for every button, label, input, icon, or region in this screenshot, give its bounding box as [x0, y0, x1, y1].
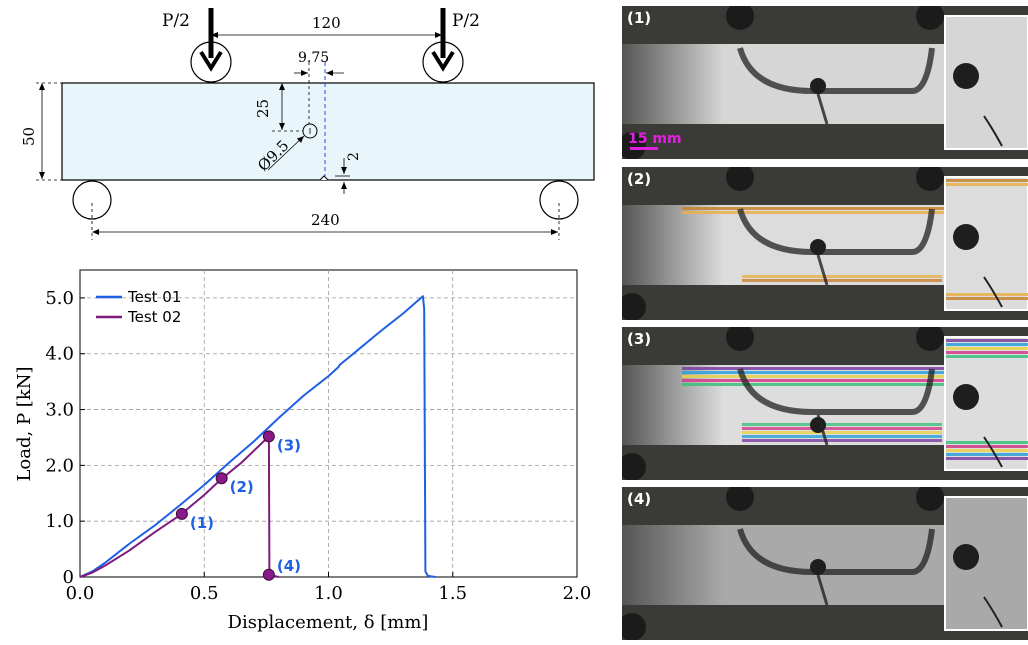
marker-point-3 [262, 430, 275, 443]
marker-label-4: (4) [277, 557, 301, 575]
photo-panel-label-4: (4) [627, 490, 652, 508]
support-roller-right [539, 180, 579, 220]
annotation-markers: (1) (2) (3) (4) [175, 430, 301, 581]
beam-schematic: P/2 P/2 120 9.75 25 50 Ø9.5 2 [20, 8, 595, 240]
photo-svg-3 [622, 327, 1028, 480]
dim-25-label: 25 [254, 99, 272, 118]
load-label-right: P/2 [452, 11, 480, 31]
y-axis-label: Load, P [kN] [14, 366, 35, 481]
beam-body [61, 82, 595, 181]
photo-panel-3: (3) [622, 327, 1028, 480]
scale-bar-label: 15 mm [628, 131, 682, 147]
photo-panel-4: (4) [622, 487, 1028, 640]
dim-975-label: 9.75 [298, 50, 329, 66]
dim-50-label: 50 [20, 127, 38, 146]
photo-svg-1 [622, 6, 1028, 159]
left-column: P/2 P/2 120 9.75 25 50 Ø9.5 2 [14, 8, 595, 633]
dim-notch-label: 2 [346, 152, 362, 161]
scale-bar-line [630, 147, 658, 150]
y-tick-label-1: 1.0 [45, 511, 74, 532]
grid-lines [80, 270, 577, 577]
marker-point-2 [215, 472, 228, 485]
x-tick-label-1: 0.5 [190, 583, 219, 604]
y-tick-label-3: 3.0 [45, 400, 74, 421]
axis-ticks: 0.0 0.5 1.0 1.5 2.0 0 1.0 2.0 3.0 4.0 5.0 [45, 288, 591, 604]
legend: Test 01 Test 02 [96, 288, 181, 326]
series-line-1 [79, 295, 436, 578]
photo-panel-label-1: (1) [627, 9, 652, 27]
x-tick-label-2: 1.0 [314, 583, 343, 604]
scale-bar: 15 mm [628, 131, 682, 150]
figure-left-svg: P/2 P/2 120 9.75 25 50 Ø9.5 2 [14, 8, 595, 633]
y-tick-label-2: 2.0 [45, 455, 74, 476]
beam-notch [319, 175, 329, 181]
load-displacement-chart: 0.0 0.5 1.0 1.5 2.0 0 1.0 2.0 3.0 4.0 5.0 (1) (2) (3… [14, 269, 591, 633]
x-tick-label-4: 2.0 [563, 583, 592, 604]
x-tick-label-0: 0.0 [66, 583, 95, 604]
photo-column: (1) 15 mm (2) (3) (4) [622, 6, 1028, 641]
x-axis-label: Displacement, δ [mm] [228, 612, 429, 633]
marker-point-4 [262, 568, 275, 581]
marker-label-2: (2) [230, 478, 254, 496]
photo-panel-2: (2) [622, 167, 1028, 320]
x-tick-label-3: 1.5 [438, 583, 467, 604]
dim-240-label: 240 [311, 211, 340, 229]
photo-svg-2 [622, 167, 1028, 320]
y-tick-label-5: 5.0 [45, 288, 74, 309]
y-tick-label-0: 0 [63, 567, 74, 588]
marker-label-1: (1) [190, 514, 214, 532]
photo-panel-label-3: (3) [627, 330, 652, 348]
dim-120-label: 120 [312, 14, 341, 32]
load-label-left: P/2 [162, 11, 190, 31]
legend-label-test02: Test 02 [127, 308, 181, 326]
legend-label-test01: Test 01 [127, 288, 181, 306]
marker-label-3: (3) [277, 436, 301, 454]
support-roller-left [72, 180, 112, 220]
y-tick-label-4: 4.0 [45, 344, 74, 365]
photo-panel-label-2: (2) [627, 170, 652, 188]
marker-point-1 [175, 507, 188, 520]
photo-panel-1: (1) 15 mm [622, 6, 1028, 159]
photo-svg-4 [622, 487, 1028, 640]
